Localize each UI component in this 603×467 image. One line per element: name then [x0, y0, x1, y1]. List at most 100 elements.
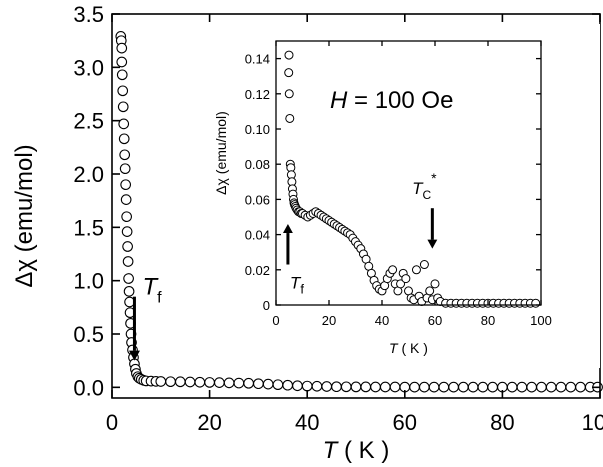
main-x-tick-label: 100	[582, 410, 603, 435]
inset-data-point	[420, 261, 428, 269]
main-data-point	[312, 381, 322, 391]
inset-x-tick-label: 40	[375, 313, 389, 328]
inset-y-tick-label: 0.08	[245, 157, 270, 172]
inset-y-axis-title: Δχ (emu/mol)	[213, 111, 229, 195]
inset-y-tick-label: 0.12	[245, 87, 270, 102]
main-data-point	[119, 134, 129, 144]
inset-y-tick-label: 0.14	[245, 52, 270, 67]
main-data-point	[124, 287, 134, 297]
main-data-point	[195, 377, 205, 387]
main-data-point	[322, 382, 332, 392]
inset-y-tick-label: 0.10	[245, 122, 270, 137]
inset-x-tick-label: 60	[428, 313, 442, 328]
main-data-point	[205, 378, 215, 388]
main-data-point	[254, 379, 264, 389]
inset-x-tick-label: 80	[481, 313, 495, 328]
main-data-point	[459, 382, 469, 392]
main-data-point	[120, 164, 130, 174]
main-data-point	[117, 57, 127, 67]
inset-x-tick-label: 20	[322, 313, 336, 328]
main-data-point	[122, 227, 132, 237]
main-data-point	[263, 379, 273, 389]
main-data-point	[468, 382, 478, 392]
main-data-point	[125, 297, 135, 307]
main-y-axis-title: Δχ (emu/mol)	[11, 144, 38, 287]
main-y-tick-label: 0.0	[73, 375, 104, 400]
tc-inset-superscript: *	[431, 170, 437, 186]
main-y-tick-label: 2.0	[73, 162, 104, 187]
main-x-axis-title: T ( K )	[323, 437, 390, 464]
inset-x-axis-title: T ( K )	[389, 340, 428, 356]
main-y-tick-label: 2.5	[73, 109, 104, 134]
main-data-point	[118, 102, 128, 112]
main-data-point	[244, 378, 254, 388]
main-data-point	[176, 377, 186, 387]
inset-data-point	[412, 266, 420, 274]
main-y-tick-label: 3.0	[73, 55, 104, 80]
inset-data-point	[285, 90, 293, 98]
inset-x-tick-label: 0	[272, 313, 279, 328]
inset-y-tick-label: 0.02	[245, 263, 270, 278]
main-data-point	[341, 382, 351, 392]
inset-data-point	[285, 69, 293, 77]
main-data-point	[224, 378, 234, 388]
main-data-point	[351, 382, 361, 392]
main-data-point	[122, 212, 132, 222]
main-data-point	[361, 382, 371, 392]
main-y-tick-label: 1.0	[73, 269, 104, 294]
main-data-point	[283, 380, 293, 390]
main-data-point	[123, 242, 133, 252]
main-data-point	[185, 377, 195, 387]
main-data-point	[410, 382, 420, 392]
main-data-point	[215, 378, 225, 388]
main-x-tick-label: 40	[295, 410, 319, 435]
field-label: H = 100 Oe	[330, 87, 453, 114]
main-data-point	[478, 382, 488, 392]
main-data-point	[118, 86, 128, 96]
main-data-point	[556, 382, 566, 392]
main-data-point	[121, 180, 131, 190]
inset-data-point	[285, 51, 293, 59]
inset-data-point	[426, 287, 434, 295]
main-data-point	[166, 377, 176, 387]
main-data-point	[120, 150, 130, 160]
main-x-tick-label: 80	[490, 410, 514, 435]
main-data-point	[537, 382, 547, 392]
inset-chart: 0 20 40 60 80 10000.020.040.060.080.100.120.1…	[206, 24, 600, 368]
inset-data-point	[431, 280, 439, 288]
inset-data-point	[402, 275, 410, 283]
main-data-point	[527, 382, 537, 392]
main-data-point	[124, 274, 134, 284]
main-data-point	[517, 382, 527, 392]
tf-inset-subscript: f	[300, 282, 304, 297]
tf-main-subscript: f	[157, 290, 162, 307]
inset-data-point	[532, 299, 540, 307]
main-data-point	[371, 382, 381, 392]
main-x-axis-unit: ( K )	[337, 437, 389, 464]
tc-inset-subscript: C	[422, 188, 431, 202]
main-x-tick-label: 0	[106, 410, 118, 435]
main-data-point	[507, 382, 517, 392]
main-data-point	[117, 43, 127, 53]
inset-x-axis-unit: ( K )	[398, 340, 428, 356]
main-data-point	[420, 382, 430, 392]
main-y-tick-label: 3.5	[73, 2, 104, 27]
main-y-tick-label: 1.5	[73, 215, 104, 240]
main-data-point	[119, 119, 129, 129]
inset-y-tick-label: 0.04	[245, 228, 270, 243]
main-y-tick-label: 0.5	[73, 322, 104, 347]
main-x-tick-label: 20	[197, 410, 221, 435]
main-data-point	[332, 382, 342, 392]
main-data-point	[429, 382, 439, 392]
main-data-point	[156, 377, 166, 387]
inset-data-point	[389, 266, 397, 274]
main-data-point	[117, 70, 127, 80]
field-label-symbol: H	[330, 87, 348, 114]
main-data-point	[121, 195, 131, 205]
inset-x-tick-label: 100	[530, 313, 552, 328]
inset-y-tick-label: 0	[263, 298, 270, 313]
main-data-point	[123, 257, 133, 267]
main-x-tick-label: 60	[393, 410, 417, 435]
tf-main-label: Tf	[142, 274, 162, 307]
